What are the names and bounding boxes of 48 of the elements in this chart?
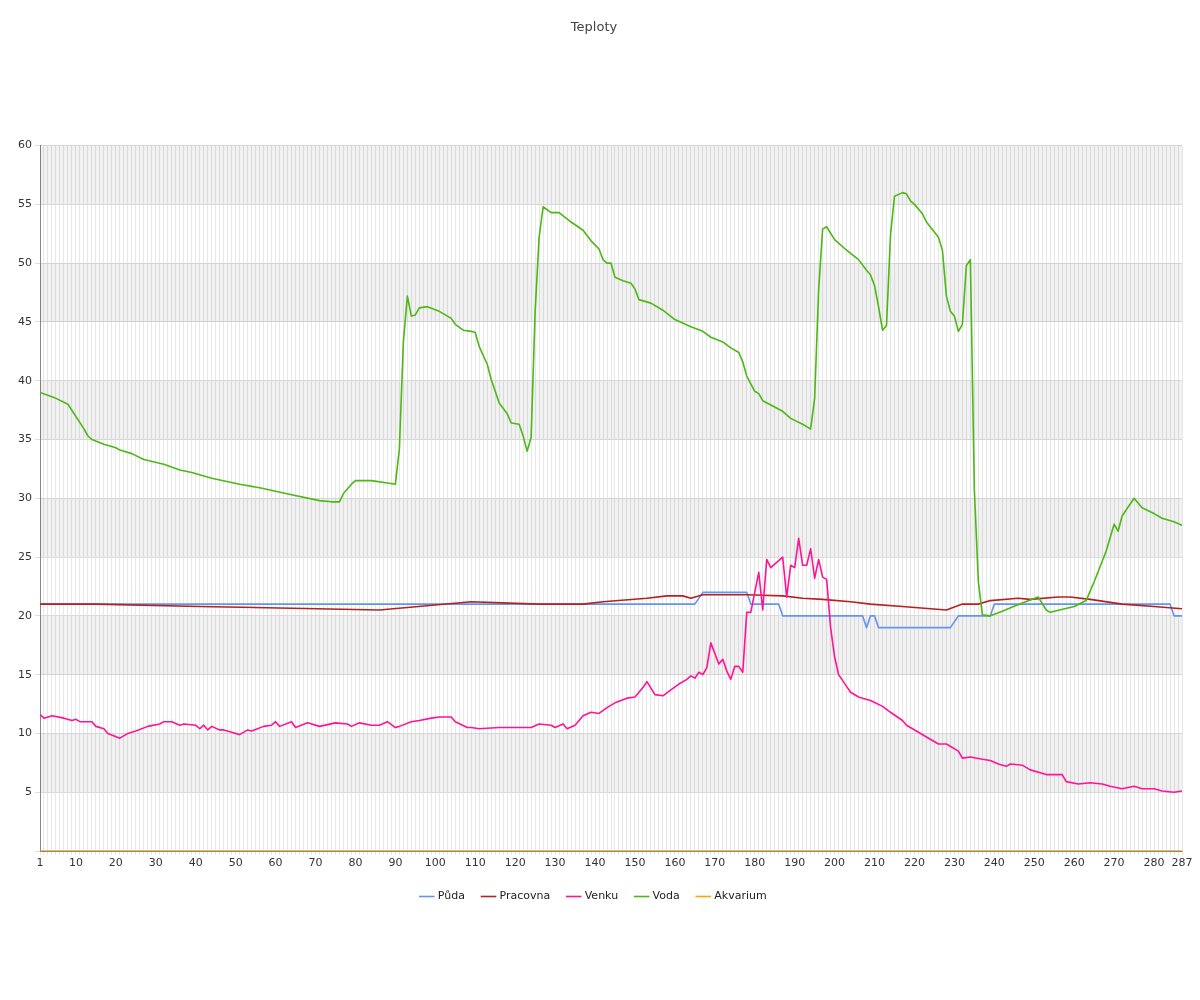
x-tick-label: 10	[68, 856, 83, 870]
x-tick-label: 260	[1063, 856, 1085, 870]
x-tick-label: 120	[504, 856, 526, 870]
y-tick-label: 45	[18, 314, 32, 328]
x-tick-label: 110	[464, 856, 486, 870]
legend-label: Voda	[652, 889, 680, 903]
x-tick-label: 50	[228, 856, 243, 870]
x-tick-label: 30	[148, 856, 163, 870]
x-tick-label: 90	[388, 856, 403, 870]
x-tick-label: 60	[268, 856, 283, 870]
y-tick-label: 10	[18, 726, 32, 740]
legend-label: Akvarium	[714, 889, 767, 903]
x-tick-label: 287	[1171, 856, 1193, 870]
chart-title: Teploty	[569, 19, 618, 35]
y-tick-label: 15	[18, 667, 32, 681]
y-tick-label: 50	[18, 256, 32, 270]
y-tick-label: 25	[18, 549, 32, 563]
x-tick-label: 250	[1023, 856, 1045, 870]
y-tick-label: 5	[25, 785, 32, 799]
legend-label: Půda	[437, 889, 465, 903]
x-tick-label: 1	[36, 856, 44, 870]
x-tick-label: 230	[943, 856, 965, 870]
x-tick-label: 200	[824, 856, 846, 870]
x-tick-label: 100	[424, 856, 446, 870]
x-tick-label: 20	[108, 856, 123, 870]
x-tick-label: 150	[624, 856, 646, 870]
x-tick-label: 160	[664, 856, 686, 870]
x-tick-label: 80	[348, 856, 363, 870]
x-tick-label: 70	[308, 856, 323, 870]
y-tick-label: 20	[18, 608, 32, 622]
x-tick-label: 170	[704, 856, 726, 870]
y-tick-label: 40	[18, 373, 32, 387]
x-tick-label: 190	[784, 856, 806, 870]
x-tick-label: 280	[1143, 856, 1165, 870]
y-tick-label: 35	[18, 432, 32, 446]
x-tick-label: 270	[1103, 856, 1125, 870]
legend-label: Pracovna	[499, 889, 551, 903]
y-tick-label: 55	[18, 197, 32, 211]
x-tick-label: 210	[864, 856, 886, 870]
x-tick-label: 240	[983, 856, 1005, 870]
x-tick-label: 220	[903, 856, 925, 870]
x-tick-label: 40	[188, 856, 203, 870]
x-tick-label: 130	[544, 856, 566, 870]
x-tick-label: 180	[744, 856, 766, 870]
y-tick-label: 30	[18, 491, 32, 505]
x-tick-label: 140	[584, 856, 606, 870]
y-tick-label: 60	[18, 138, 32, 152]
legend-label: Venku	[584, 889, 619, 903]
